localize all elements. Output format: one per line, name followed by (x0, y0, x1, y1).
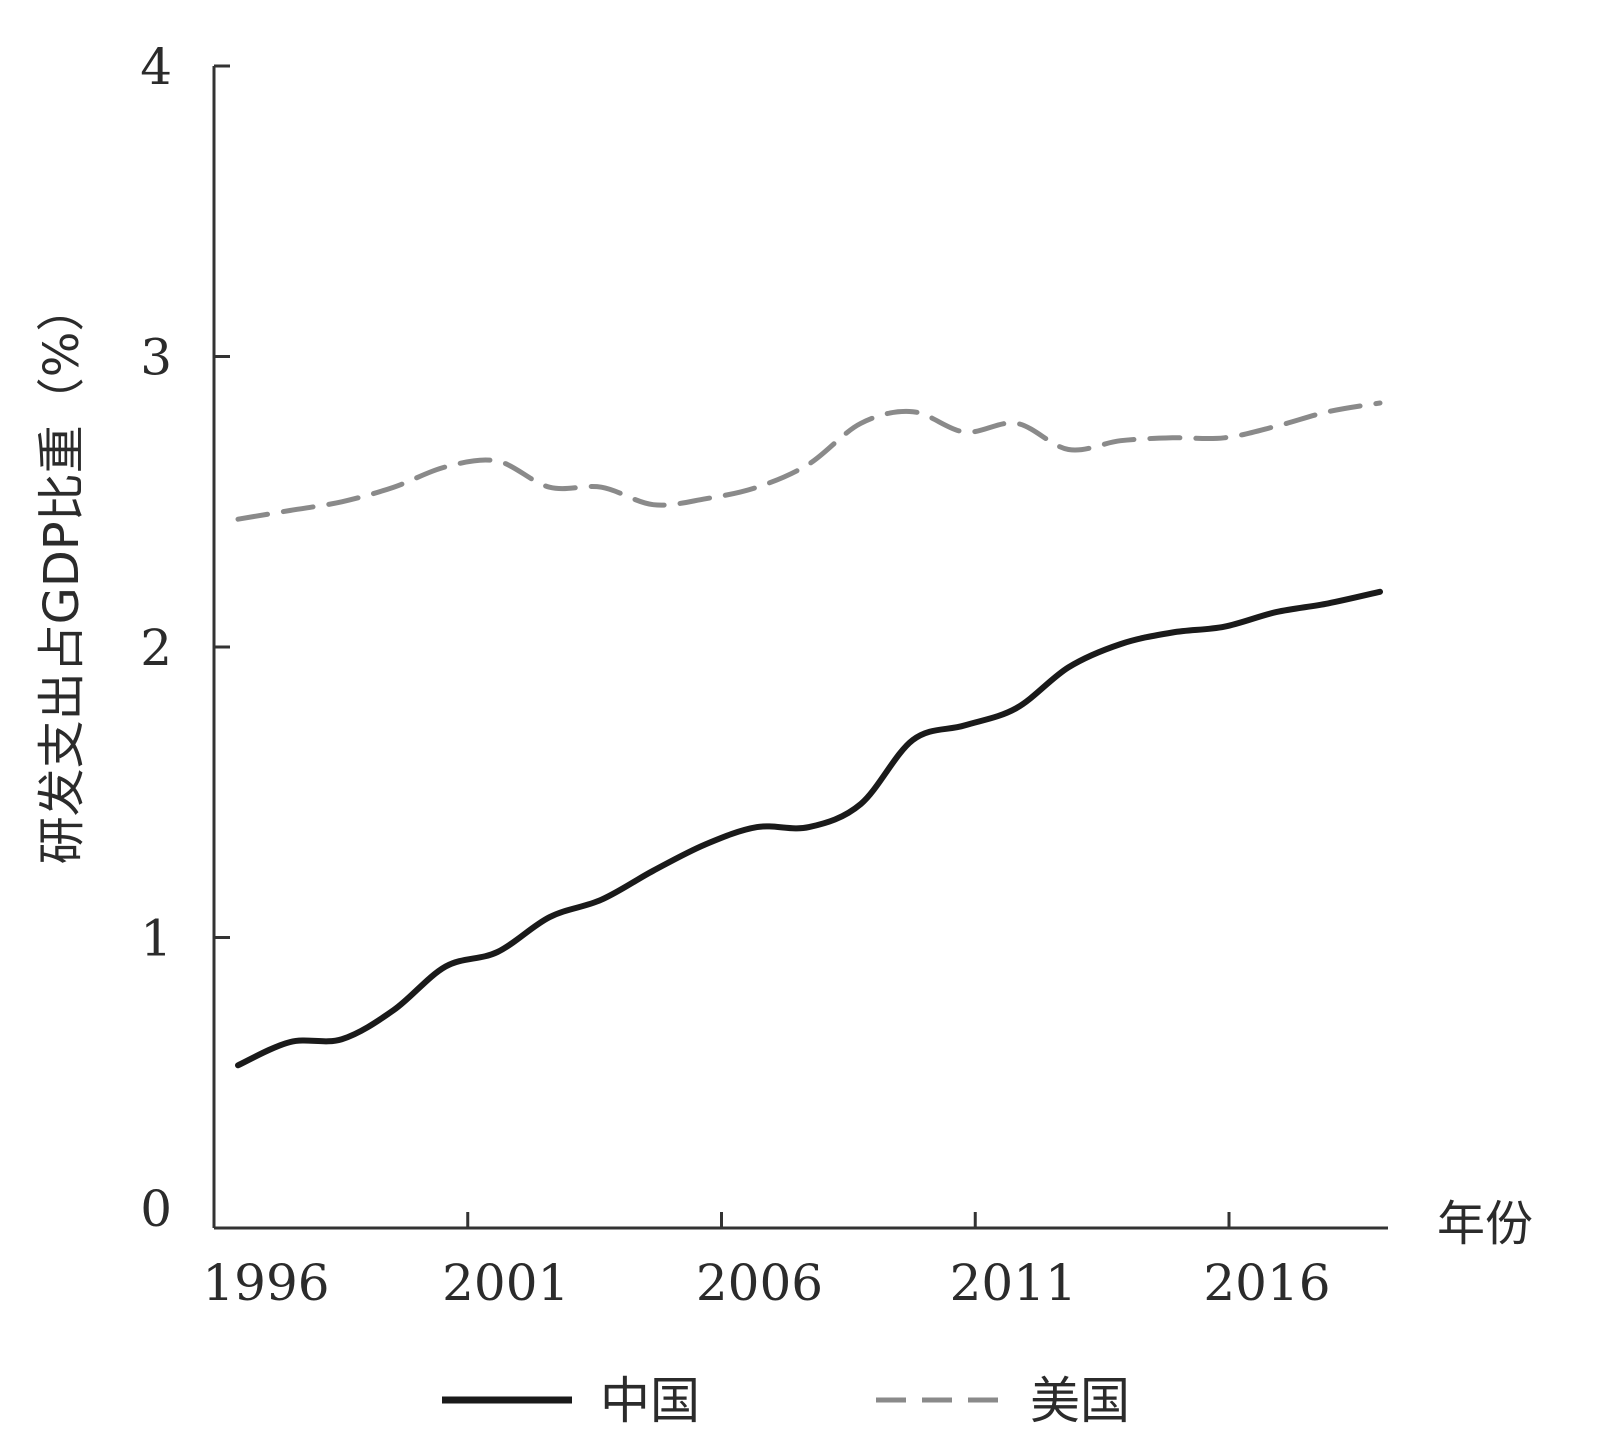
x-tick-label: 2001 (442, 1254, 569, 1312)
series-line-usa (235, 400, 1383, 522)
x-tick-label: 2011 (950, 1254, 1077, 1312)
legend-label: 中国 (600, 1372, 700, 1430)
legend-item-usa: 美国 (876, 1372, 1130, 1430)
legend: 中国 美国 (442, 1372, 1130, 1430)
axes: 0 1 2 3 4 1996 2001 2006 2011 2016 (140, 38, 1388, 1312)
y-tick-label: 4 (140, 38, 172, 96)
y-axis-title: 研发支出占GDP比重（%） (34, 284, 90, 865)
series-line-china (235, 588, 1383, 1069)
x-tick-label: 2006 (696, 1254, 823, 1312)
labels-layer: 研发支出占GDP比重（%） 年份 (34, 284, 1533, 1252)
legend-label: 美国 (1030, 1372, 1130, 1430)
y-tick-label: 1 (140, 910, 172, 968)
x-tick-label: 2016 (1203, 1254, 1330, 1312)
y-tick-label: 2 (140, 619, 172, 677)
y-tick-label: 0 (140, 1180, 172, 1238)
x-tick-label: 1996 (202, 1254, 329, 1312)
series-layer (235, 400, 1383, 1069)
legend-item-china: 中国 (442, 1372, 700, 1430)
y-tick-label: 3 (140, 329, 172, 387)
x-axis-title: 年份 (1437, 1196, 1533, 1252)
